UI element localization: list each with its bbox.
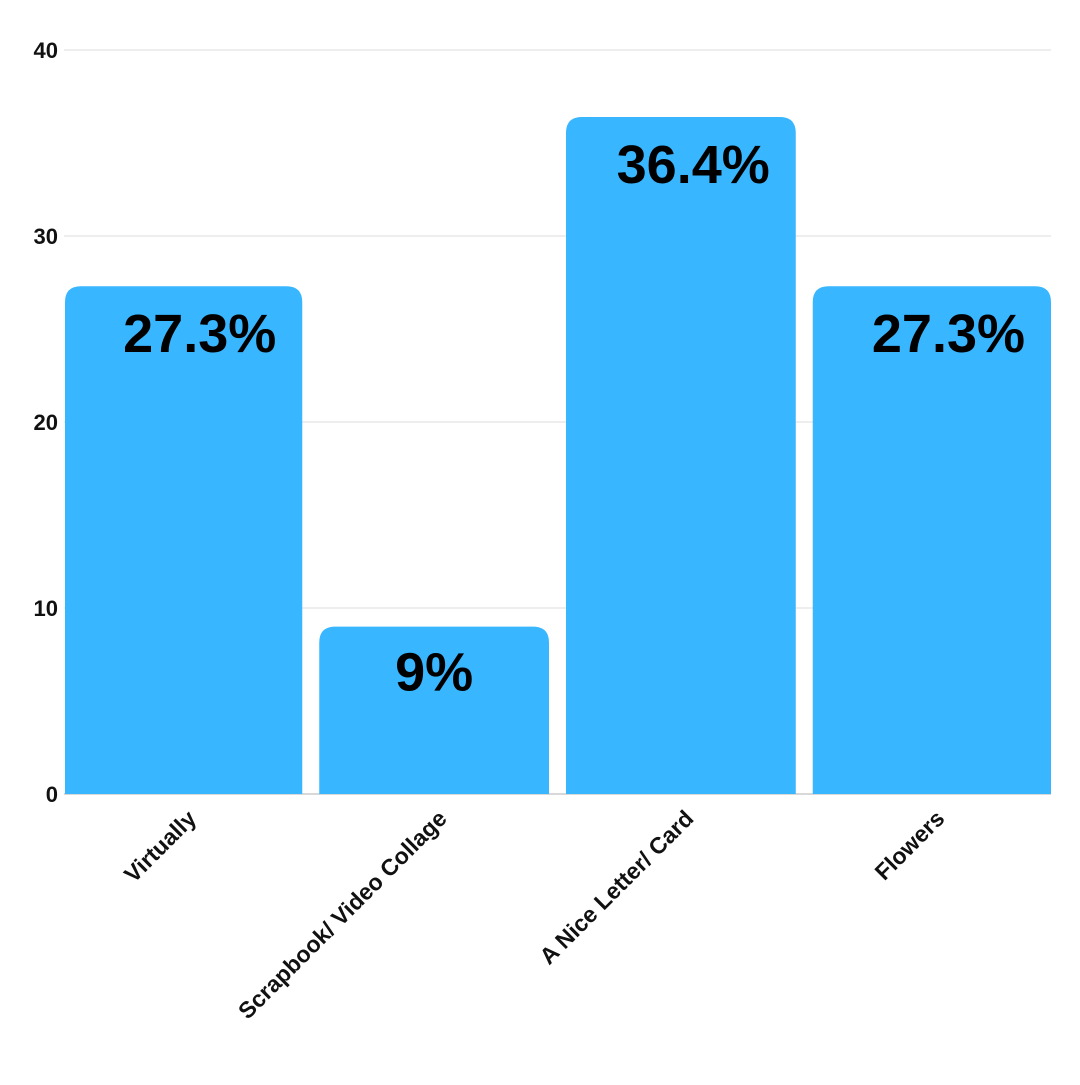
bar-1 bbox=[319, 626, 549, 794]
y-tick-label: 0 bbox=[46, 782, 58, 807]
category-label-2: A Nice Letter/ Card bbox=[534, 805, 698, 969]
bar-0 bbox=[65, 286, 303, 794]
data-label-2: 36.4% bbox=[617, 135, 770, 195]
y-tick-label: 30 bbox=[34, 224, 58, 249]
category-label-0: Virtually bbox=[119, 805, 201, 887]
data-label-0: 27.3% bbox=[123, 304, 276, 364]
bar-3 bbox=[812, 286, 1051, 794]
bar-2 bbox=[566, 116, 796, 794]
category-label-1: Scrapbook/ Video Collage bbox=[233, 805, 452, 1024]
category-label-3: Flowers bbox=[870, 805, 950, 885]
data-labels: 27.3% 9% 36.4% 27.3% bbox=[123, 135, 1025, 703]
y-tick-label: 40 bbox=[34, 38, 58, 63]
bars bbox=[65, 116, 1051, 794]
y-tick-label: 20 bbox=[34, 410, 58, 435]
data-label-3: 27.3% bbox=[872, 304, 1025, 364]
x-axis-categories: Virtually Scrapbook/ Video Collage A Nice … bbox=[119, 805, 950, 1024]
y-tick-label: 10 bbox=[34, 596, 58, 621]
y-axis-ticks: 0 10 20 30 40 bbox=[34, 38, 58, 807]
data-label-1: 9% bbox=[395, 643, 473, 703]
